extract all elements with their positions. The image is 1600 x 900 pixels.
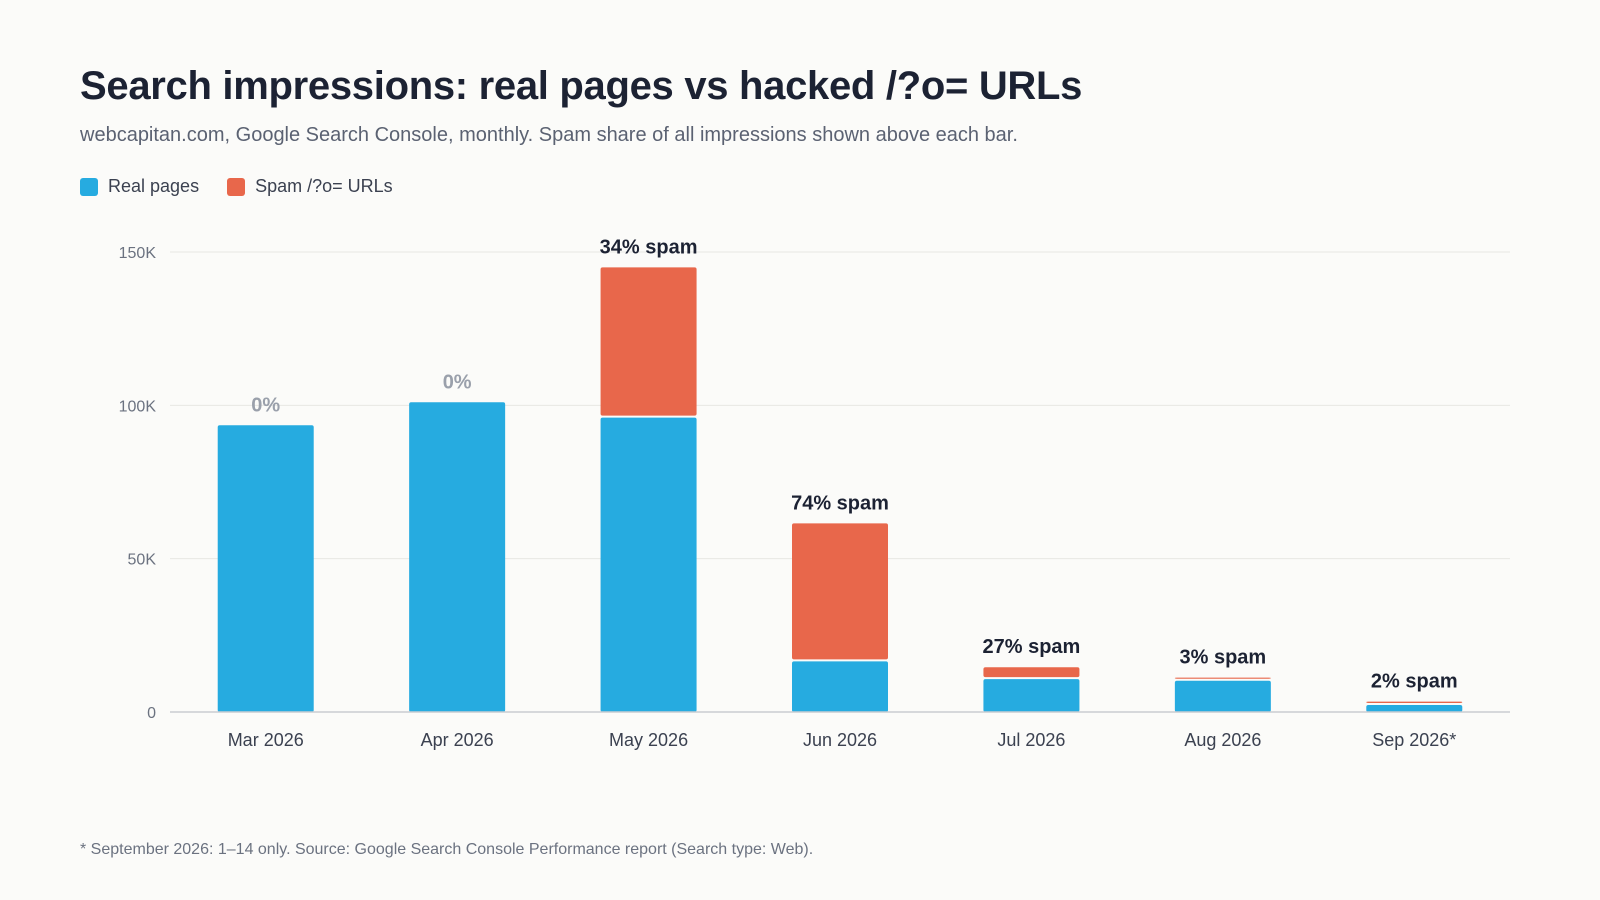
x-tick-label: May 2026	[609, 730, 688, 750]
y-tick-label: 0	[147, 705, 156, 722]
x-tick-label: Sep 2026*	[1372, 730, 1456, 750]
legend-item-real-pages: Real pages	[80, 176, 199, 197]
bar-label: 3% spam	[1179, 647, 1266, 669]
legend: Real pages Spam /?o= URLs	[80, 176, 393, 197]
bar-label: 2% spam	[1371, 671, 1458, 693]
bar-real-pages	[217, 425, 314, 712]
chart-title: Search impressions: real pages vs hacked…	[80, 64, 1083, 108]
chart-subtitle: webcapitan.com, Google Search Console, m…	[80, 124, 1018, 146]
bar-real-pages	[409, 402, 506, 712]
bar-spam	[792, 523, 888, 660]
x-tick-label: Mar 2026	[228, 730, 304, 750]
bar-spam	[1366, 701, 1463, 703]
x-tick-label: Apr 2026	[421, 730, 494, 750]
bar-label: 27% spam	[983, 636, 1081, 658]
legend-label-real-pages: Real pages	[108, 176, 200, 196]
legend-label-spam: Spam /?o= URLs	[255, 176, 393, 196]
legend-swatch-real-pages	[80, 177, 98, 196]
x-tick-label: Jun 2026	[803, 730, 877, 750]
bar-spam	[983, 667, 1080, 678]
bar-real-pages	[792, 661, 888, 712]
bar-real-pages	[1174, 680, 1271, 712]
bar-real-pages	[1366, 704, 1463, 712]
y-tick-label: 50K	[128, 552, 157, 569]
footnote: * September 2026: 1–14 only. Source: Goo…	[80, 841, 814, 858]
y-tick-label: 150K	[119, 245, 157, 262]
bar-real-pages	[600, 417, 697, 712]
bar-spam	[1174, 677, 1271, 679]
bar-real-pages	[983, 679, 1080, 712]
bar-label: 0%	[443, 371, 472, 393]
x-tick-label: Jul 2026	[997, 730, 1065, 750]
legend-item-spam: Spam /?o= URLs	[227, 176, 393, 197]
bar-label: 74% spam	[791, 492, 889, 514]
x-tick-label: Aug 2026	[1184, 730, 1261, 750]
legend-swatch-spam	[227, 177, 246, 196]
bar-label: 34% spam	[600, 236, 698, 258]
bar-label: 0%	[251, 394, 280, 416]
bar-spam	[600, 267, 697, 416]
y-tick-label: 100K	[119, 398, 157, 415]
